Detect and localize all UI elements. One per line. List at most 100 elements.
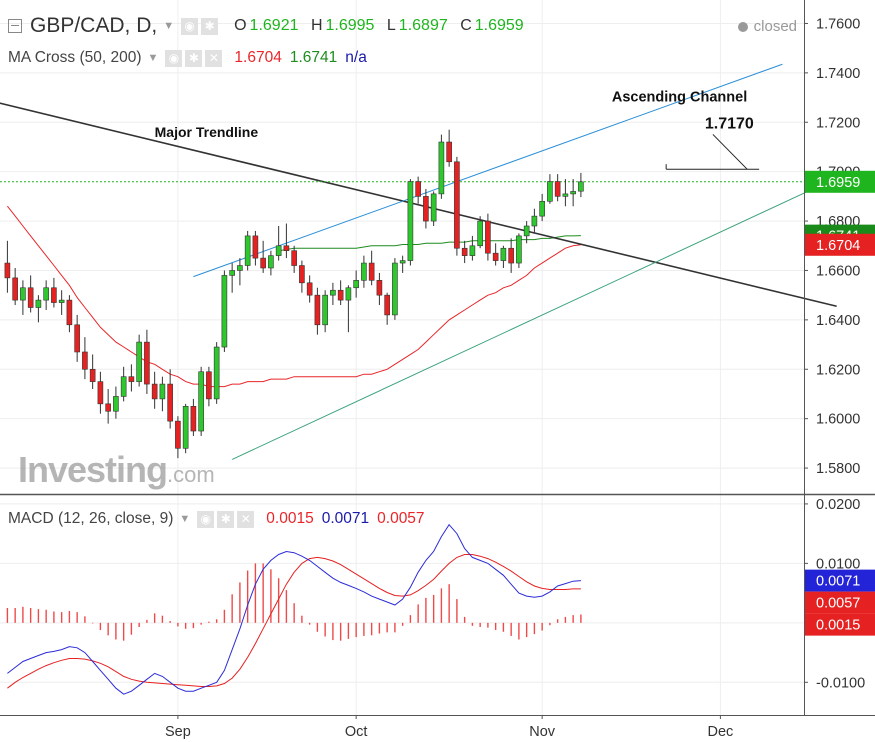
candle [252, 235, 259, 259]
candle [562, 193, 569, 197]
macd-label: MACD (12, 26, close, 9) [8, 510, 174, 527]
y-tick-label: 1.7400 [816, 66, 860, 82]
candle [547, 181, 553, 202]
ma-50-line [7, 205, 581, 388]
candle [229, 270, 235, 276]
eye-icon[interactable]: ◉ [181, 17, 199, 35]
candle [361, 262, 367, 281]
candle [35, 299, 42, 308]
candle [82, 351, 88, 370]
trend-lines [0, 63, 837, 460]
candle [291, 250, 297, 266]
candle [260, 257, 266, 269]
candle [322, 294, 328, 326]
ohlc-values: O 1.6921 H 1.6995 L 1.6897 C 1.6959 [234, 17, 524, 34]
annotation-label: Major Trendline [155, 124, 259, 140]
collapse-icon[interactable] [8, 19, 22, 33]
candle [430, 193, 437, 222]
candle [554, 181, 561, 197]
y-tick-label: 1.6600 [816, 263, 860, 279]
candle [268, 255, 274, 269]
gear-icon[interactable]: ✱ [185, 49, 203, 67]
candle [438, 141, 445, 195]
chevron-down-icon[interactable]: ▼ [163, 20, 175, 32]
candle [58, 299, 65, 303]
candle [66, 299, 73, 326]
signal-tag [805, 591, 875, 614]
candle [392, 262, 398, 316]
macd-tag [805, 569, 875, 592]
candle [89, 368, 96, 382]
candle [74, 324, 80, 353]
ma-value-50: 1.6704 [234, 49, 282, 66]
candle [4, 262, 11, 279]
annotations: Major Trendline Ascending Channel 1.7170 [155, 89, 760, 170]
macd-legend: MACD (12, 26, close, 9) ▼ ◉ ✱ ✕ 0.0015 0… [8, 510, 425, 528]
close-icon[interactable]: ✕ [205, 49, 223, 67]
grid [0, 0, 804, 715]
candle [345, 287, 352, 301]
macd-line [7, 523, 581, 695]
gear-icon[interactable]: ✱ [201, 17, 219, 35]
candle [570, 191, 576, 195]
candle [244, 235, 251, 266]
candle [454, 161, 460, 249]
candle [113, 396, 119, 412]
candle [136, 341, 142, 382]
candle [461, 247, 468, 256]
candle [407, 181, 414, 261]
ma-200-line [278, 235, 581, 252]
y-tick-label: 1.7600 [816, 16, 860, 32]
eye-icon[interactable]: ◉ [197, 510, 215, 528]
candle [384, 294, 390, 316]
candle [423, 196, 429, 222]
candles [4, 129, 584, 459]
current-price-tag [805, 170, 875, 193]
candle [469, 245, 476, 256]
candle [182, 406, 189, 449]
candle [12, 277, 18, 301]
eye-icon[interactable]: ◉ [165, 49, 183, 67]
candle [43, 287, 49, 301]
signal-tag-label: 0.0057 [816, 596, 860, 612]
chevron-down-icon[interactable]: ▼ [179, 513, 191, 525]
candle [314, 294, 321, 326]
candle [159, 383, 166, 400]
candle [523, 225, 530, 237]
candle [206, 371, 212, 400]
x-tick-label: Dec [708, 724, 734, 740]
candle [330, 289, 336, 296]
candle [190, 406, 197, 432]
histogram-tag [805, 613, 875, 636]
ma-50-tag-label: 1.6704 [816, 238, 860, 254]
ma-value-cross: n/a [345, 49, 367, 66]
candle [368, 262, 375, 281]
y-tick-label: 1.6400 [816, 313, 860, 329]
ma-50-tag [805, 233, 875, 256]
y-tick-label: 0.0100 [816, 556, 860, 572]
close-icon[interactable]: ✕ [237, 510, 255, 528]
candle [283, 245, 290, 252]
x-tick-label: Oct [345, 724, 368, 740]
candle [144, 341, 150, 385]
y-tick-label: -0.0100 [816, 675, 865, 691]
trendline [231, 181, 830, 460]
x-tick-label: Nov [529, 724, 556, 740]
y-tick-label: 1.5800 [816, 461, 860, 477]
annotation-leader [712, 134, 748, 170]
candle [167, 383, 173, 422]
candle [446, 141, 452, 163]
macd-signal-value: 0.0057 [377, 510, 425, 527]
chevron-down-icon[interactable]: ▼ [147, 52, 159, 64]
candle [151, 383, 158, 400]
gear-icon[interactable]: ✱ [217, 510, 235, 528]
candle [539, 201, 545, 217]
candle [415, 181, 421, 197]
macd-panel [6, 523, 582, 695]
candle [27, 287, 34, 308]
status-dot-icon [737, 21, 748, 32]
candle [376, 280, 383, 296]
candle [578, 181, 584, 192]
